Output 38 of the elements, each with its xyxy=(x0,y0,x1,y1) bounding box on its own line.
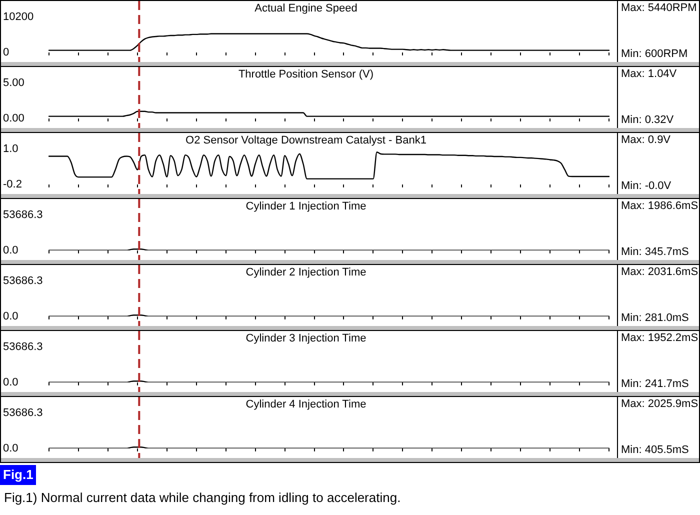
text: Max: 1952.2mS xyxy=(621,332,699,345)
y-tick-label: 0.0 xyxy=(3,442,18,454)
caption: Fig.1) Normal current data while changing from idling to accelerating. xyxy=(4,490,402,506)
y-tick-label: 0.0 xyxy=(3,244,18,256)
text: Min: -0.0V xyxy=(621,180,672,193)
text: Max: 2025.9mS xyxy=(621,398,699,411)
text: Min: 241.7mS xyxy=(621,378,690,391)
caption: Fig.1 xyxy=(0,465,36,485)
y-tick-label: -0.2 xyxy=(3,178,22,190)
text: Min: 281.0mS xyxy=(621,312,690,325)
text: Min: 345.7mS xyxy=(621,246,690,259)
text: Max: 5440RPM xyxy=(621,2,698,15)
text: Max: 1.04V xyxy=(621,68,678,81)
chart-title: Throttle Position Sensor (V) xyxy=(238,68,374,81)
chart-title: Cylinder 2 Injection Time xyxy=(246,266,366,279)
text: Max: 0.9V xyxy=(621,134,672,147)
text: Min: 600RPM xyxy=(621,48,689,61)
text: Min: 0.32V xyxy=(621,114,675,127)
text: Min: 405.5mS xyxy=(621,444,690,457)
y-tick-label: 0 xyxy=(3,46,10,58)
chart-title: Actual Engine Speed xyxy=(254,2,358,15)
y-tick-label: 53686.3 xyxy=(3,407,43,420)
y-tick-label: 53686.3 xyxy=(3,341,43,354)
chart-title: O2 Sensor Voltage Downstream Catalyst - Bank1 xyxy=(186,134,426,147)
text: Max: 2031.6mS xyxy=(621,266,699,279)
y-tick-label: 5.00 xyxy=(3,77,24,90)
y-tick-label: 1.0 xyxy=(3,143,18,156)
y-tick-label: 0.00 xyxy=(3,112,24,124)
chart-title: Cylinder 4 Injection Time xyxy=(246,398,366,411)
line-series xyxy=(48,152,610,180)
chart-title: Cylinder 1 Injection Time xyxy=(246,200,366,213)
text: Max: 1986.6mS xyxy=(621,200,699,213)
y-tick-label: 0.0 xyxy=(3,376,18,388)
chart-title: Cylinder 3 Injection Time xyxy=(246,332,366,345)
y-tick-label: 53686.3 xyxy=(3,275,43,288)
y-tick-label: 0.0 xyxy=(3,310,18,322)
y-tick-label: 10200 xyxy=(3,11,34,24)
y-tick-label: 53686.3 xyxy=(3,209,43,222)
